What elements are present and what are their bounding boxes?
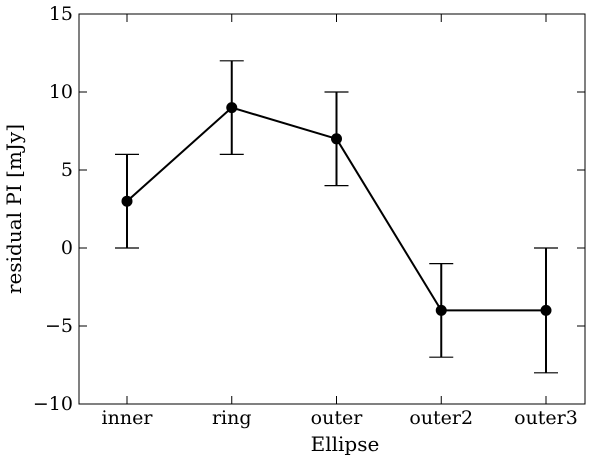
data-point: [121, 195, 133, 207]
data-points: [121, 102, 552, 316]
data-point: [331, 133, 342, 145]
x-tick-label: ring: [212, 407, 252, 429]
x-axis-label: Ellipse: [311, 432, 380, 456]
y-tick-label: 15: [49, 3, 73, 25]
y-tick-label: 10: [49, 81, 73, 103]
y-axis-label: residual PI [mJy]: [2, 124, 26, 294]
error-bars: [115, 60, 558, 374]
data-point: [226, 102, 238, 114]
x-tick-label: outer3: [514, 407, 578, 429]
plot-area: [78, 13, 586, 405]
data-point: [540, 304, 552, 316]
y-tick-label: −5: [45, 315, 73, 337]
y-tick-label: 5: [61, 159, 73, 181]
x-tick-label: inner: [102, 407, 154, 429]
x-tick-label: outer2: [409, 407, 473, 429]
y-tick-label: 0: [61, 237, 73, 259]
y-tick-label: −10: [33, 393, 73, 415]
plot-frame: [78, 13, 586, 405]
y-axis-ticks: −10 −5 0 5 10 15: [33, 3, 585, 415]
x-axis-ticks: inner ring outer outer2 outer3: [102, 14, 578, 429]
x-tick-label: outer: [311, 407, 364, 429]
data-point: [435, 304, 447, 316]
